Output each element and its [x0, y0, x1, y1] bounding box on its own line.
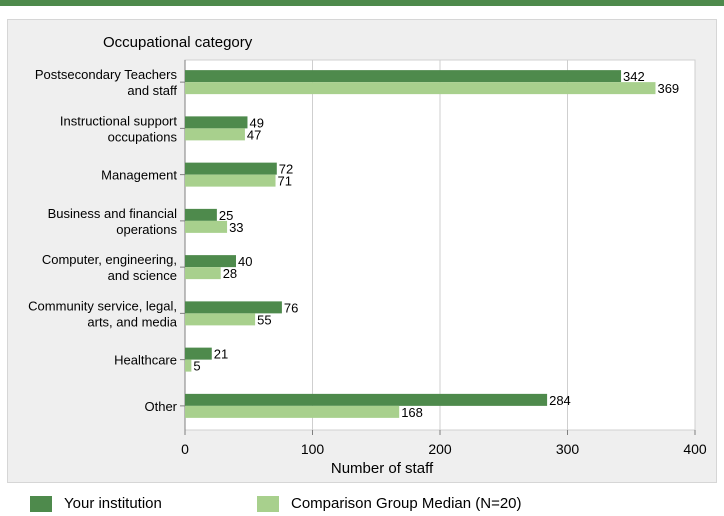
data-label-comparison-median-5: 55 — [257, 312, 271, 327]
bar-comparison-median-1 — [185, 128, 245, 141]
x-tick-label-400: 400 — [683, 441, 707, 457]
bar-comparison-median-5 — [185, 313, 256, 326]
data-label-comparison-median-2: 71 — [278, 174, 292, 189]
category-label-0-0: Postsecondary Teachers — [35, 67, 178, 82]
category-label-4-1: and science — [108, 268, 177, 283]
data-label-comparison-median-7: 168 — [401, 405, 423, 420]
category-label-3-0: Business and financial — [48, 206, 177, 221]
x-tick-label-300: 300 — [556, 441, 580, 457]
bar-comparison-median-2 — [185, 174, 276, 187]
bar-comparison-median-0 — [185, 82, 656, 95]
category-axis-title: Occupational category — [103, 34, 253, 51]
staff-bar-chart: 0 100 200 300 400 Occupational category Number… — [28, 34, 707, 477]
x-tick-label-200: 200 — [428, 441, 452, 457]
category-label-5-1: arts, and media — [87, 314, 177, 329]
header-rule — [0, 0, 724, 6]
category-label-4-0: Computer, engineering, — [42, 252, 177, 267]
category-label-6-0: Healthcare — [114, 353, 177, 368]
legend-swatch-comparison-median — [257, 495, 279, 512]
x-tick-label-0: 0 — [181, 441, 189, 457]
x-tick-label-100: 100 — [301, 441, 325, 457]
category-label-5-0: Community service, legal, — [28, 298, 177, 313]
bar-comparison-median-7 — [185, 405, 400, 418]
category-label-3-1: operations — [116, 222, 177, 237]
legend-label-comparison-median: Comparison Group Median (N=20) — [291, 495, 522, 512]
data-label-your-institution-2: 72 — [279, 162, 293, 177]
bar-your-institution-4 — [185, 255, 236, 268]
data-label-comparison-median-0: 369 — [657, 81, 679, 96]
data-label-comparison-median-1: 47 — [247, 127, 261, 142]
data-label-your-institution-3: 25 — [219, 208, 233, 223]
data-label-your-institution-5: 76 — [284, 300, 298, 315]
bar-comparison-median-3 — [185, 220, 228, 233]
data-label-your-institution-4: 40 — [238, 254, 252, 269]
bar-your-institution-7 — [185, 393, 548, 406]
bar-your-institution-3 — [185, 208, 217, 221]
data-label-comparison-median-6: 5 — [193, 359, 200, 374]
bar-comparison-median-6 — [185, 359, 192, 372]
bar-your-institution-6 — [185, 347, 212, 360]
chart-legend: Your institution Comparison Group Median… — [0, 492, 724, 516]
x-axis-title: Number of staff — [331, 460, 434, 477]
bar-your-institution-2 — [185, 162, 277, 175]
data-label-comparison-median-4: 28 — [223, 266, 237, 281]
data-label-your-institution-6: 21 — [214, 347, 228, 362]
data-label-your-institution-0: 342 — [623, 69, 645, 84]
legend-item-your-institution: Your institution — [30, 495, 162, 512]
bar-comparison-median-4 — [185, 267, 221, 280]
bar-your-institution-0 — [185, 70, 622, 83]
category-label-1-1: occupations — [108, 129, 178, 144]
bar-your-institution-1 — [185, 116, 248, 129]
legend-item-comparison-median: Comparison Group Median (N=20) — [257, 495, 522, 512]
data-label-your-institution-1: 49 — [249, 115, 263, 130]
legend-swatch-your-institution — [30, 495, 52, 512]
category-label-7-0: Other — [144, 399, 177, 414]
bar-your-institution-5 — [185, 301, 282, 314]
legend-label-your-institution: Your institution — [64, 495, 162, 512]
category-label-2-0: Management — [101, 168, 177, 183]
data-label-your-institution-7: 284 — [549, 393, 571, 408]
category-label-0-1: and staff — [127, 83, 177, 98]
data-label-comparison-median-3: 33 — [229, 220, 243, 235]
category-label-1-0: Instructional support — [60, 113, 177, 128]
